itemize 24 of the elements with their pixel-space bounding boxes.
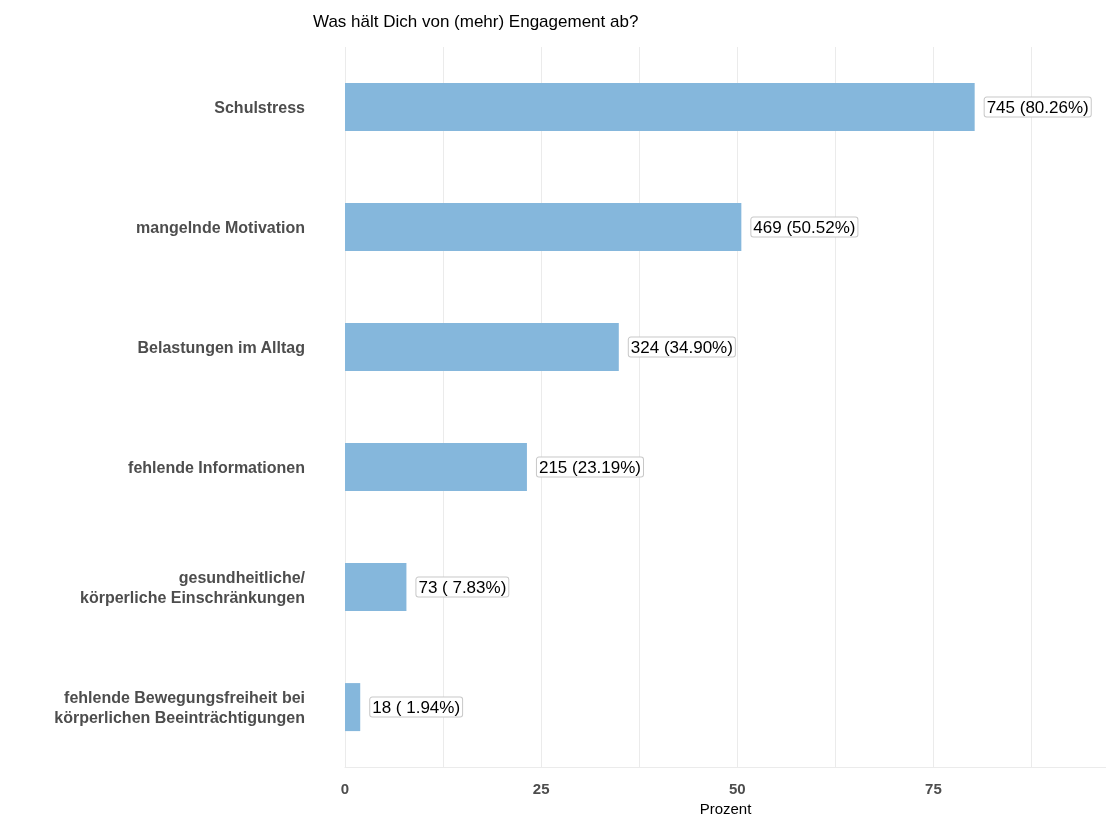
data-label: 18 ( 1.94%) xyxy=(372,697,461,717)
data-label: 215 (23.19%) xyxy=(538,457,642,477)
bar xyxy=(345,563,407,612)
bar xyxy=(345,443,527,492)
y-tick-label: Schulstress xyxy=(214,98,306,116)
bar xyxy=(345,683,361,732)
bar xyxy=(345,203,742,252)
y-tick-label: fehlende Bewegungsfreiheit bei körperlichen Beeinträchtigungen xyxy=(54,688,305,726)
data-label: 73 ( 7.83%) xyxy=(418,577,507,597)
data-label: 324 (34.90%) xyxy=(630,337,733,357)
chart-title: Was hält Dich von (mehr) Engagement ab? xyxy=(313,12,639,31)
x-tick-label: 0 xyxy=(340,780,350,798)
data-label: 469 (50.52%) xyxy=(753,217,856,237)
bar xyxy=(345,323,619,372)
bar xyxy=(345,83,975,132)
y-tick-label: Belastungen im Alltag xyxy=(137,338,305,356)
x-tick-label: 25 xyxy=(532,780,550,798)
y-tick-label: mangelnde Motivation xyxy=(136,218,305,236)
y-tick-label: fehlende Informationen xyxy=(128,458,305,476)
y-tick-label: gesundheitliche/ körperliche Einschränkungen xyxy=(80,568,306,606)
data-label: 745 (80.26%) xyxy=(986,97,1089,117)
x-axis-title: Prozent xyxy=(699,800,753,817)
x-tick-label: 75 xyxy=(925,780,942,798)
x-tick-label: 50 xyxy=(728,780,746,798)
